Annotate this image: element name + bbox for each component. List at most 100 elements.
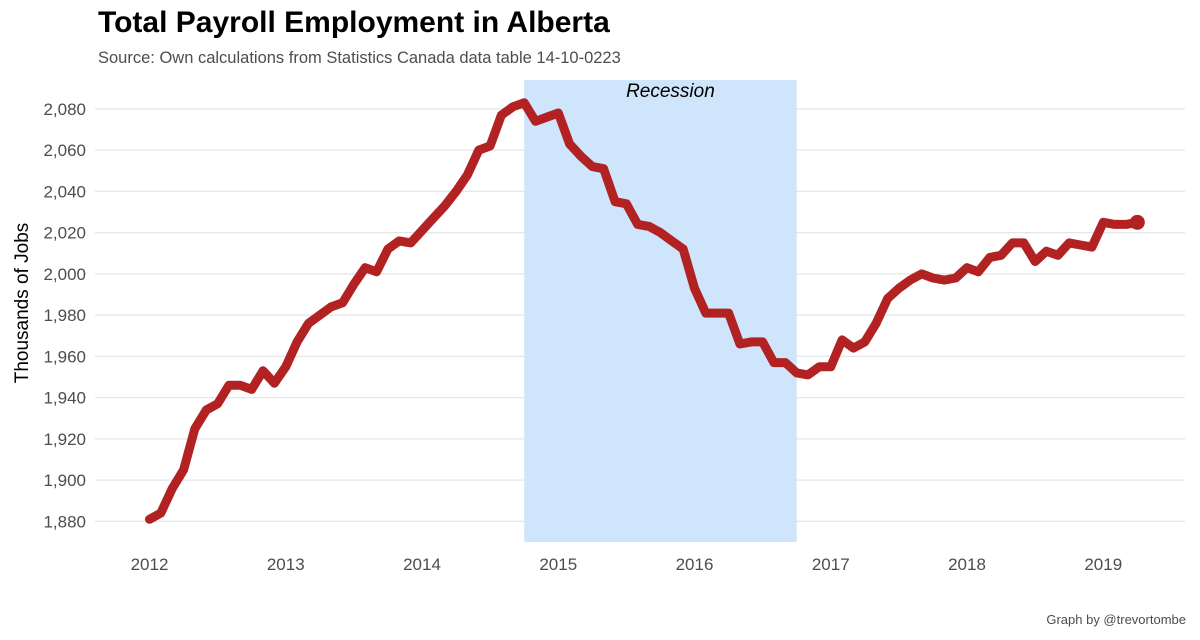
data-point [943,279,945,281]
data-point [637,223,639,225]
x-tick-label: 2012 [131,555,169,574]
data-point [1068,242,1070,244]
x-tick-label: 2018 [948,555,986,574]
data-point [648,225,650,227]
y-tick-label: 2,060 [43,141,86,160]
y-tick-label: 2,000 [43,265,86,284]
data-point [739,343,741,345]
data-point [376,271,378,273]
data-point [1011,242,1013,244]
data-point [217,403,219,405]
data-point [966,267,968,269]
chart-caption: Graph by @trevortombe [1046,612,1186,627]
data-point [614,201,616,203]
data-point [398,240,400,242]
data-point [853,347,855,349]
data-point [569,143,571,145]
data-point [887,298,889,300]
y-tick-label: 1,960 [43,347,86,366]
data-point [932,277,934,279]
chart-subtitle: Source: Own calculations from Statistics… [98,49,621,67]
data-point [512,106,514,108]
data-point [591,166,593,168]
data-point [728,312,730,314]
data-point [534,120,536,122]
data-point [603,168,605,170]
data-point [387,248,389,250]
data-point [353,283,355,285]
data-point [455,190,457,192]
data-point [1079,244,1081,246]
data-point [762,341,764,343]
y-axis-ticks: 1,880 1,900 1,920 1,940 1,960 1,980 2,000 2,020… [43,100,86,532]
data-point [1102,221,1104,223]
data-point [716,312,718,314]
data-point [830,366,832,368]
data-point [818,366,820,368]
series-endpoint-marker [1129,214,1145,230]
data-point [1023,242,1025,244]
data-point [183,469,185,471]
data-point [251,388,253,390]
data-point [342,302,344,304]
y-tick-label: 1,980 [43,306,86,325]
data-point [160,512,162,514]
data-point [308,322,310,324]
data-point [955,277,957,279]
data-point [898,287,900,289]
data-point [296,341,298,343]
data-point [909,279,911,281]
data-point [410,242,412,244]
data-point [1045,250,1047,252]
data-point [364,267,366,269]
data-point [750,341,752,343]
data-point [330,306,332,308]
data-point [523,102,525,104]
data-point [682,248,684,250]
data-point [319,314,321,316]
data-point [625,203,627,205]
x-tick-label: 2015 [539,555,577,574]
y-tick-label: 2,080 [43,100,86,119]
x-tick-label: 2016 [676,555,714,574]
x-tick-label: 2014 [403,555,441,574]
data-point [478,149,480,151]
data-point [500,114,502,116]
data-point [228,384,230,386]
data-point [773,362,775,364]
data-point [466,174,468,176]
chart-title: Total Payroll Employment in Alberta [98,6,610,39]
x-tick-label: 2017 [812,555,850,574]
data-point [875,322,877,324]
data-point [149,518,151,520]
data-point [1091,246,1093,248]
data-point [694,287,696,289]
data-point [171,487,173,489]
data-point [659,232,661,234]
data-point [546,116,548,118]
data-point [239,384,241,386]
y-tick-label: 1,940 [43,389,86,408]
data-point [489,145,491,147]
recession-label: Recession [626,81,715,102]
y-tick-label: 1,880 [43,512,86,531]
data-point [580,155,582,157]
x-axis-ticks: 2012 2013 2014 2015 2016 2017 2018 2019 [131,555,1123,574]
data-point [1000,254,1002,256]
data-point [444,205,446,207]
data-point [421,230,423,232]
data-point [864,341,866,343]
data-point [705,312,707,314]
y-tick-label: 2,040 [43,182,86,201]
data-point [1057,254,1059,256]
data-point [1114,223,1116,225]
data-point [921,273,923,275]
x-tick-label: 2013 [267,555,305,574]
data-point [796,372,798,374]
data-point [285,366,287,368]
y-tick-label: 1,920 [43,430,86,449]
data-point [205,409,207,411]
data-point [977,271,979,273]
data-point [784,362,786,364]
